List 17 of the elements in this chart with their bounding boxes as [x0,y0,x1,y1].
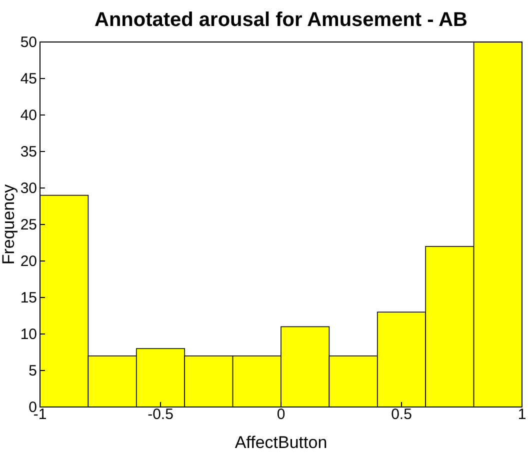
y-axis-title: Frequency [0,184,18,265]
y-tick-label: 50 [20,34,37,51]
y-tick-label: 45 [20,70,37,88]
x-axis-title: AffectButton [234,433,328,452]
y-tick-label: 30 [20,180,37,197]
y-tick-label: 40 [20,106,37,124]
x-tick-label: -0.5 [148,406,174,423]
y-tick-label: 35 [20,143,37,160]
y-tick-label: 5 [28,362,37,380]
y-tick-label: 15 [20,289,37,306]
x-tick-label: 0.5 [391,406,412,423]
chart-title: Annotated arousal for Amusement - AB [94,9,468,31]
y-tick-label: 20 [20,252,37,270]
y-tick-label: 25 [20,216,37,234]
y-tick-label: 10 [20,326,37,343]
x-tick-label: 1 [518,406,526,423]
x-tick-label: 0 [276,406,286,423]
